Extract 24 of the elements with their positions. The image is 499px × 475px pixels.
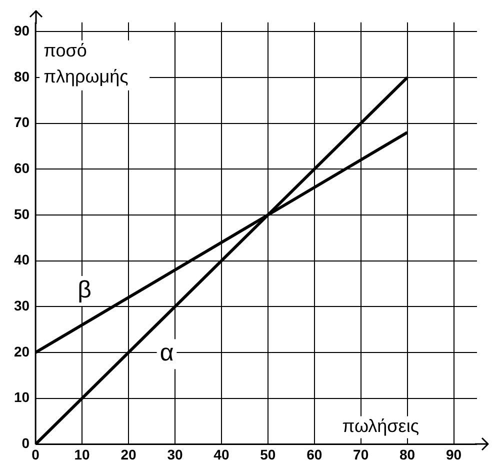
- y-tick-label: 80: [14, 68, 30, 84]
- x-tick-label: 80: [400, 446, 416, 462]
- y-tick-label: 30: [14, 298, 30, 314]
- y-tick-label: 50: [14, 206, 30, 222]
- x-tick-label: 50: [260, 446, 276, 462]
- x-axis-title: πωλήσεις: [342, 416, 420, 436]
- y-tick-label: 40: [14, 252, 30, 268]
- x-tick-label: 70: [353, 446, 369, 462]
- x-tick-label: 60: [306, 446, 322, 462]
- x-tick-label: 30: [167, 446, 183, 462]
- y-tick-label: 10: [14, 389, 30, 406]
- y-axis-title: ποσό πληρωμής: [44, 40, 129, 86]
- x-tick-label: 20: [120, 446, 136, 462]
- y-tick-label: 60: [14, 160, 30, 176]
- y-tick-label: 70: [14, 114, 30, 130]
- x-tick-label: 10: [74, 446, 90, 462]
- series-label: α: [160, 340, 174, 367]
- series-label: β: [78, 276, 92, 304]
- y-tick-label: 0: [22, 435, 30, 452]
- y-tick-label: 20: [14, 343, 30, 360]
- x-tick-label: 0: [32, 446, 40, 462]
- x-tick-label: 40: [214, 446, 230, 462]
- y-tick-label: 90: [14, 22, 30, 38]
- x-tick-label: 90: [446, 446, 462, 462]
